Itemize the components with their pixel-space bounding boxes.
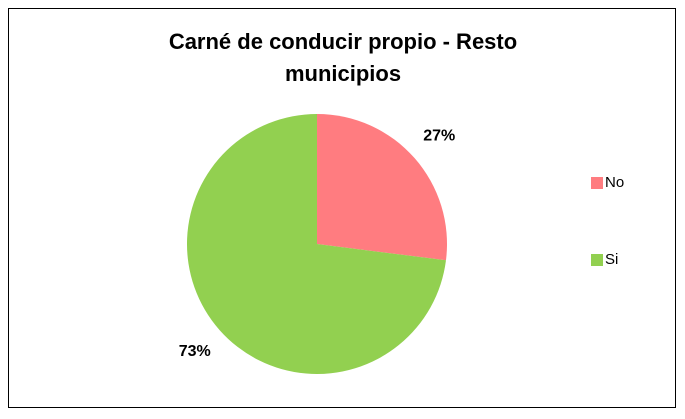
chart-frame <box>8 8 676 408</box>
legend-swatch <box>591 254 603 266</box>
legend-swatch <box>591 177 603 189</box>
pie-slice <box>187 114 446 374</box>
legend-label: Si <box>605 251 618 268</box>
data-label: 27% <box>423 127 455 144</box>
chart-title: Carné de conducir propio - Resto municip… <box>168 29 518 86</box>
pie-slice <box>317 114 448 261</box>
legend-label: No <box>605 174 624 191</box>
data-label: 73% <box>179 343 211 360</box>
